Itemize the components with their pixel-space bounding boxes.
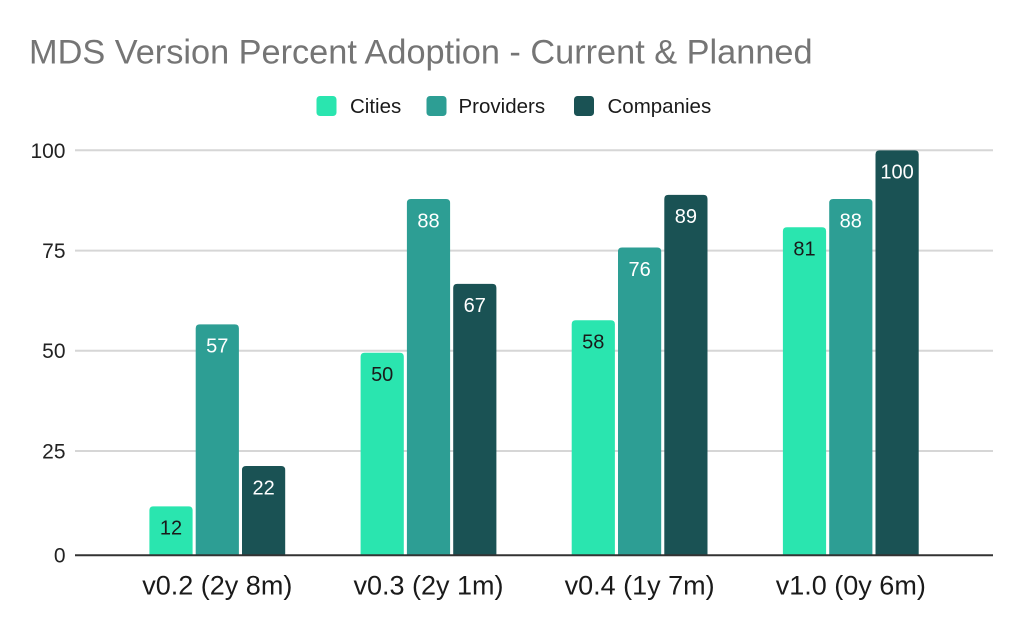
svg-text:88: 88 [417, 210, 439, 232]
svg-text:MDS Version Percent Adoption -: MDS Version Percent Adoption - Current &… [29, 34, 813, 72]
svg-text:22: 22 [252, 477, 274, 499]
svg-text:50: 50 [371, 364, 393, 386]
svg-text:25: 25 [42, 441, 65, 464]
svg-text:100: 100 [30, 140, 65, 163]
svg-text:100: 100 [880, 162, 913, 184]
svg-text:76: 76 [628, 259, 650, 281]
svg-text:v0.2 (2y 8m): v0.2 (2y 8m) [142, 571, 292, 601]
svg-text:12: 12 [160, 518, 182, 540]
svg-text:Companies: Companies [608, 95, 712, 118]
svg-text:0: 0 [54, 545, 66, 568]
svg-text:v0.4 (1y 7m): v0.4 (1y 7m) [565, 571, 715, 601]
svg-text:50: 50 [42, 340, 65, 363]
svg-text:Providers: Providers [459, 95, 546, 118]
svg-text:67: 67 [464, 295, 486, 317]
svg-text:89: 89 [675, 206, 697, 228]
svg-text:88: 88 [840, 210, 862, 232]
svg-text:75: 75 [42, 240, 65, 263]
svg-text:Cities: Cities [350, 95, 401, 118]
svg-text:v0.3 (2y 1m): v0.3 (2y 1m) [353, 571, 503, 601]
svg-text:57: 57 [206, 336, 228, 358]
svg-text:81: 81 [793, 239, 815, 261]
svg-text:58: 58 [582, 332, 604, 354]
svg-text:v1.0 (0y 6m): v1.0 (0y 6m) [776, 571, 926, 601]
